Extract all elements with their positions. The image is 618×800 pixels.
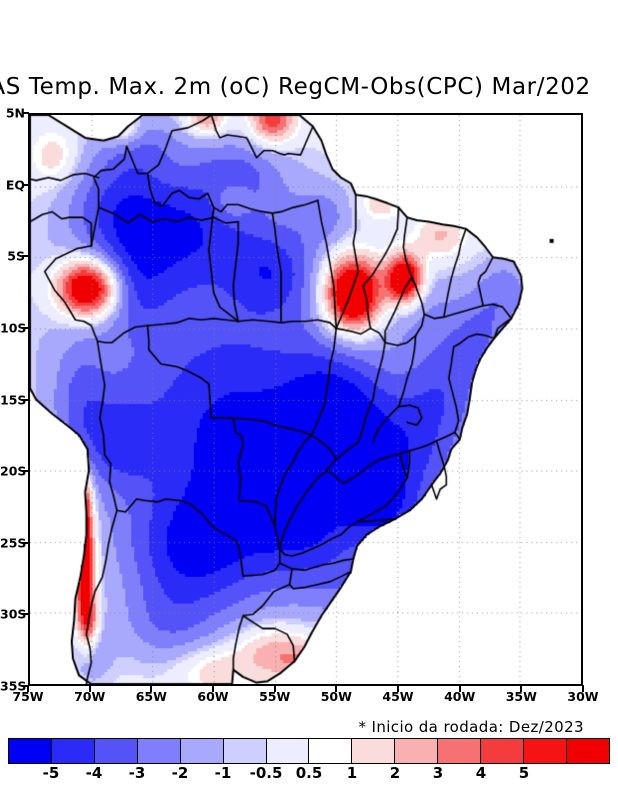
- y-axis-label-eq: EQ: [5, 177, 25, 193]
- y-axis-tick: [22, 183, 29, 186]
- x-axis-label-55w: 55W: [259, 689, 291, 704]
- colorbar-cell-5: [223, 739, 267, 763]
- x-axis-label-75w: 75W: [12, 689, 44, 704]
- colorbar-tick-neg3: -3: [128, 764, 146, 782]
- x-axis-tick: [88, 685, 91, 692]
- y-axis-label-15s: 15S: [0, 392, 27, 407]
- colorbar-tick-5: 5: [518, 764, 530, 782]
- colorbar-cell-7: [309, 739, 353, 763]
- colorbar-cell-1: [51, 739, 95, 763]
- colorbar-tick-4: 4: [475, 764, 487, 782]
- x-axis-label-70w: 70W: [74, 689, 106, 704]
- x-axis-label-60w: 60W: [197, 689, 229, 704]
- colorbar-cells: [8, 738, 610, 764]
- y-axis-label-30s: 30S: [0, 606, 27, 622]
- colorbar-cell-11: [481, 739, 525, 763]
- colorbar-cell-4: [180, 739, 224, 763]
- colorbar-cell-8: [352, 739, 396, 763]
- x-axis-label-50w: 50W: [320, 689, 352, 704]
- colorbar-tick-neg4: -4: [85, 764, 103, 782]
- y-axis-label-5s: 5S: [7, 248, 25, 264]
- x-axis-label-65w: 65W: [135, 689, 167, 704]
- x-axis-label-45w: 45W: [382, 689, 414, 704]
- y-axis-tick: [22, 470, 29, 473]
- y-axis-label-25s: 25S: [0, 535, 27, 551]
- x-axis-tick: [27, 685, 29, 692]
- colorbar-cell-12: [524, 739, 567, 763]
- temperature-bias-map: [30, 115, 581, 684]
- colorbar-tick-labels: -5 -4 -3 -2 -1 -0.5 0.5 1 2 3 4 5: [8, 764, 610, 786]
- x-axis-tick: [397, 685, 399, 692]
- y-axis-tick: [22, 255, 29, 258]
- y-axis-label-35s: 35S: [0, 678, 27, 694]
- map-plot-frame: [28, 113, 583, 686]
- colorbar-tick-0_5: 0.5: [295, 764, 323, 782]
- x-axis-tick: [582, 685, 584, 692]
- x-axis-label-40w: 40W: [444, 689, 476, 704]
- y-axis-tick: [22, 326, 29, 329]
- y-axis-tick: [22, 541, 29, 544]
- colorbar-cell-3: [137, 739, 181, 763]
- x-axis-tick: [150, 685, 153, 692]
- colorbar-cell-0: [9, 739, 52, 763]
- colorbar: [8, 738, 610, 764]
- colorbar-cell-6: [266, 739, 310, 763]
- colorbar-tick-neg0_5: -0.5: [249, 764, 283, 782]
- colorbar-cell-13: [566, 739, 609, 763]
- colorbar-tick-2: 2: [389, 764, 401, 782]
- y-axis-label-5n: 5N: [5, 105, 25, 121]
- x-axis-label-30w: 30W: [567, 689, 599, 704]
- y-axis-label-10s: 10S: [0, 320, 27, 336]
- colorbar-cell-10: [438, 739, 482, 763]
- colorbar-tick-3: 3: [432, 764, 444, 782]
- y-axis-tick: [22, 613, 29, 616]
- run-start-note: * Inicio da rodada: Dez/2023: [358, 718, 584, 736]
- x-axis-tick: [273, 685, 276, 692]
- colorbar-tick-neg5: -5: [42, 764, 60, 782]
- x-axis-tick: [212, 685, 214, 692]
- x-axis-tick: [458, 685, 461, 692]
- page-title: IAS Temp. Max. 2m (oC) RegCM-Obs(CPC) Ma…: [0, 74, 591, 100]
- x-axis-tick: [520, 685, 523, 692]
- x-axis-tick: [335, 685, 338, 692]
- colorbar-cell-9: [395, 739, 439, 763]
- y-axis-tick: [22, 685, 29, 687]
- y-axis-label-20s: 20S: [0, 463, 27, 479]
- colorbar-tick-neg1: -1: [214, 764, 232, 782]
- colorbar-cell-2: [94, 739, 138, 763]
- colorbar-tick-1: 1: [346, 764, 358, 782]
- y-axis-tick: [22, 112, 29, 114]
- y-axis-tick: [22, 398, 29, 401]
- colorbar-tick-neg2: -2: [171, 764, 189, 782]
- x-axis-label-35w: 35W: [505, 689, 537, 704]
